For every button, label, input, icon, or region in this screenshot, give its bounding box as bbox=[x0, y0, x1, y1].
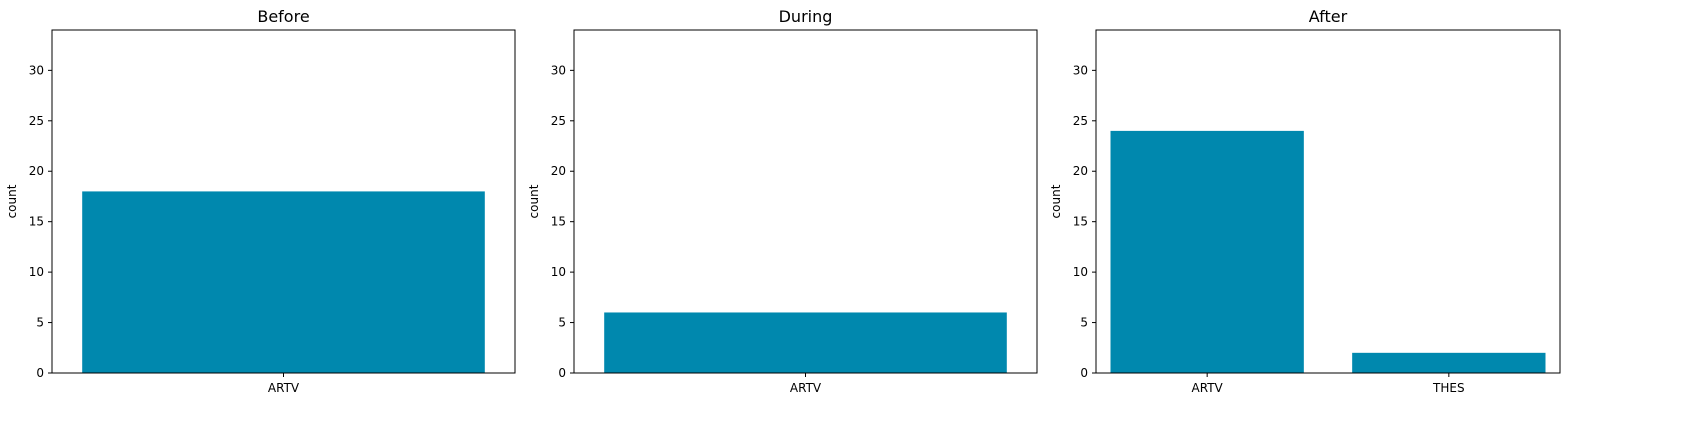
y-axis-label: count bbox=[527, 184, 541, 218]
axes-frame bbox=[573, 29, 1038, 374]
bar-artv bbox=[604, 312, 1007, 373]
chart-panel-during: During ARTV 0 5 10 15 20 25 30 count bbox=[527, 7, 1038, 395]
axes-frame bbox=[51, 29, 516, 374]
axes-frame bbox=[1095, 29, 1561, 374]
y-tick-label: 20 bbox=[1073, 164, 1088, 178]
y-tick-label: 15 bbox=[551, 215, 566, 229]
chart-panel-before: Before ARTV 0 5 10 15 20 25 30 count bbox=[5, 7, 516, 395]
y-tick-label: 25 bbox=[1073, 114, 1088, 128]
chart-title: Before bbox=[257, 7, 309, 26]
chart-title: After bbox=[1309, 7, 1348, 26]
y-tick-label: 20 bbox=[29, 164, 44, 178]
y-tick-label: 30 bbox=[551, 63, 566, 77]
y-tick-label: 10 bbox=[551, 265, 566, 279]
bar-artv bbox=[82, 191, 485, 373]
y-tick-label: 20 bbox=[551, 164, 566, 178]
x-tick-label: ARTV bbox=[790, 381, 822, 395]
y-tick-label: 5 bbox=[1080, 316, 1088, 330]
y-tick-label: 15 bbox=[1073, 215, 1088, 229]
y-tick-label: 30 bbox=[1073, 63, 1088, 77]
bar-artv bbox=[1110, 130, 1304, 373]
x-tick-label: ARTV bbox=[1192, 381, 1224, 395]
x-tick-label: THES bbox=[1432, 381, 1465, 395]
y-tick-label: 5 bbox=[558, 316, 566, 330]
y-axis-label: count bbox=[5, 184, 19, 218]
y-axis-label: count bbox=[1049, 184, 1063, 218]
y-tick-label: 0 bbox=[558, 366, 566, 380]
x-tick-label: ARTV bbox=[268, 381, 300, 395]
chart-title: During bbox=[779, 7, 833, 26]
y-tick-label: 0 bbox=[36, 366, 44, 380]
y-tick-label: 25 bbox=[551, 114, 566, 128]
y-tick-label: 25 bbox=[29, 114, 44, 128]
y-tick-label: 10 bbox=[29, 265, 44, 279]
bar-thes bbox=[1352, 352, 1546, 373]
y-tick-label: 5 bbox=[36, 316, 44, 330]
y-tick-label: 0 bbox=[1080, 366, 1088, 380]
chart-panel-after: After ARTV THES 0 5 10 15 20 25 30 count bbox=[1049, 7, 1561, 395]
y-tick-label: 30 bbox=[29, 63, 44, 77]
y-tick-label: 15 bbox=[29, 215, 44, 229]
y-tick-label: 10 bbox=[1073, 265, 1088, 279]
